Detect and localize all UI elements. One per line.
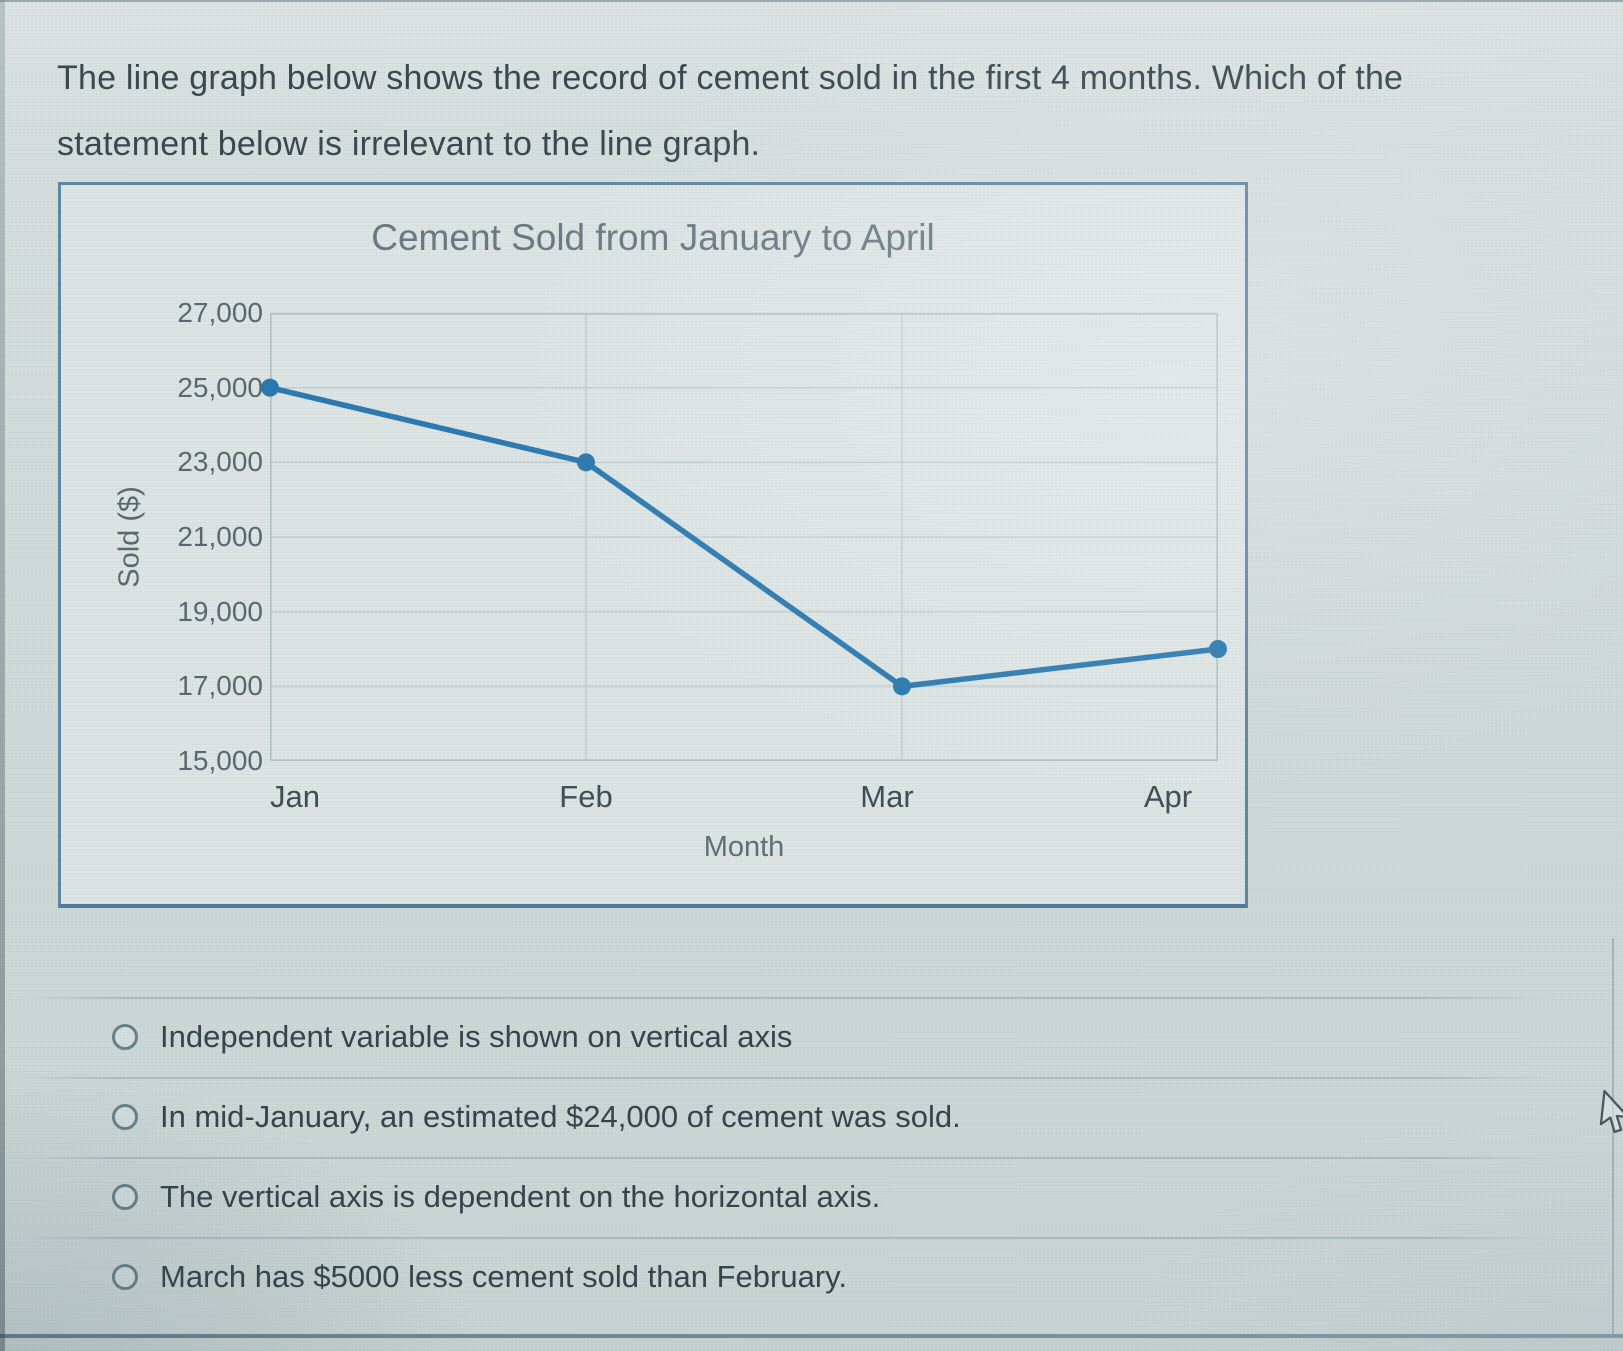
- x-tick-label: Apr: [1143, 779, 1193, 814]
- option-divider: [22, 997, 1552, 999]
- chart-title: Cement Sold from January to April: [371, 217, 935, 258]
- option-label: March has $5000 less cement sold than Fe…: [160, 1259, 847, 1294]
- data-point-mar: [893, 677, 911, 696]
- mouse-cursor-icon: [1599, 1090, 1623, 1134]
- answer-option-4[interactable]: March has $5000 less cement sold than Fe…: [112, 1251, 847, 1303]
- plot-border: [270, 313, 1219, 761]
- data-point-jan: [261, 378, 279, 397]
- y-axis-title: Sold ($): [113, 486, 146, 588]
- radio-button-icon[interactable]: [112, 1024, 138, 1050]
- y-tick-label: 19,000: [177, 595, 263, 627]
- x-tick-label: Mar: [860, 779, 914, 814]
- y-tick-label: 27,000: [177, 297, 263, 328]
- answer-option-2[interactable]: In mid-January, an estimated $24,000 of …: [112, 1091, 961, 1143]
- x-tick-label: Jan: [270, 779, 320, 814]
- answer-option-3[interactable]: The vertical axis is dependent on the ho…: [112, 1171, 880, 1223]
- screen-left-edge: [0, 0, 5, 1351]
- data-point-feb: [577, 453, 595, 472]
- screen-right-seam: [1612, 938, 1614, 1334]
- option-label: Independent variable is shown on vertica…: [160, 1019, 793, 1054]
- question-text: The line graph below shows the record of…: [57, 45, 1577, 177]
- question-line-2: statement below is irrelevant to the lin…: [57, 125, 761, 163]
- question-line-1: The line graph below shows the record of…: [57, 59, 1404, 97]
- option-label: In mid-January, an estimated $24,000 of …: [160, 1099, 961, 1134]
- y-tick-label: 21,000: [177, 521, 263, 552]
- radio-button-icon[interactable]: [112, 1264, 138, 1290]
- screen-bottom-strip: [0, 1338, 1623, 1351]
- chart-card: Cement Sold from January to April 27,000…: [58, 182, 1248, 908]
- option-divider: [22, 1237, 1552, 1239]
- y-tick-label: 23,000: [177, 446, 263, 478]
- y-tick-label: 25,000: [177, 371, 263, 403]
- answer-option-1[interactable]: Independent variable is shown on vertica…: [112, 1011, 792, 1063]
- screen-top-edge: [0, 0, 1623, 2]
- option-divider: [22, 1157, 1552, 1159]
- x-axis-title: Month: [703, 831, 785, 863]
- x-tick-label: Feb: [559, 779, 613, 814]
- option-divider: [22, 1077, 1552, 1079]
- radio-button-icon[interactable]: [112, 1104, 138, 1130]
- radio-button-icon[interactable]: [112, 1184, 138, 1210]
- data-point-apr: [1209, 640, 1227, 658]
- line-series: [267, 384, 1221, 690]
- plot-area: 27,000 25,000 23,000 21,000 19,000 17,000 15,0…: [114, 297, 1227, 863]
- y-tick-label: 15,000: [177, 745, 263, 776]
- screen-bottom-edge: [0, 1334, 1623, 1338]
- option-label: The vertical axis is dependent on the ho…: [160, 1179, 881, 1214]
- y-tick-label: 17,000: [177, 670, 263, 702]
- line-chart: [261, 313, 1227, 761]
